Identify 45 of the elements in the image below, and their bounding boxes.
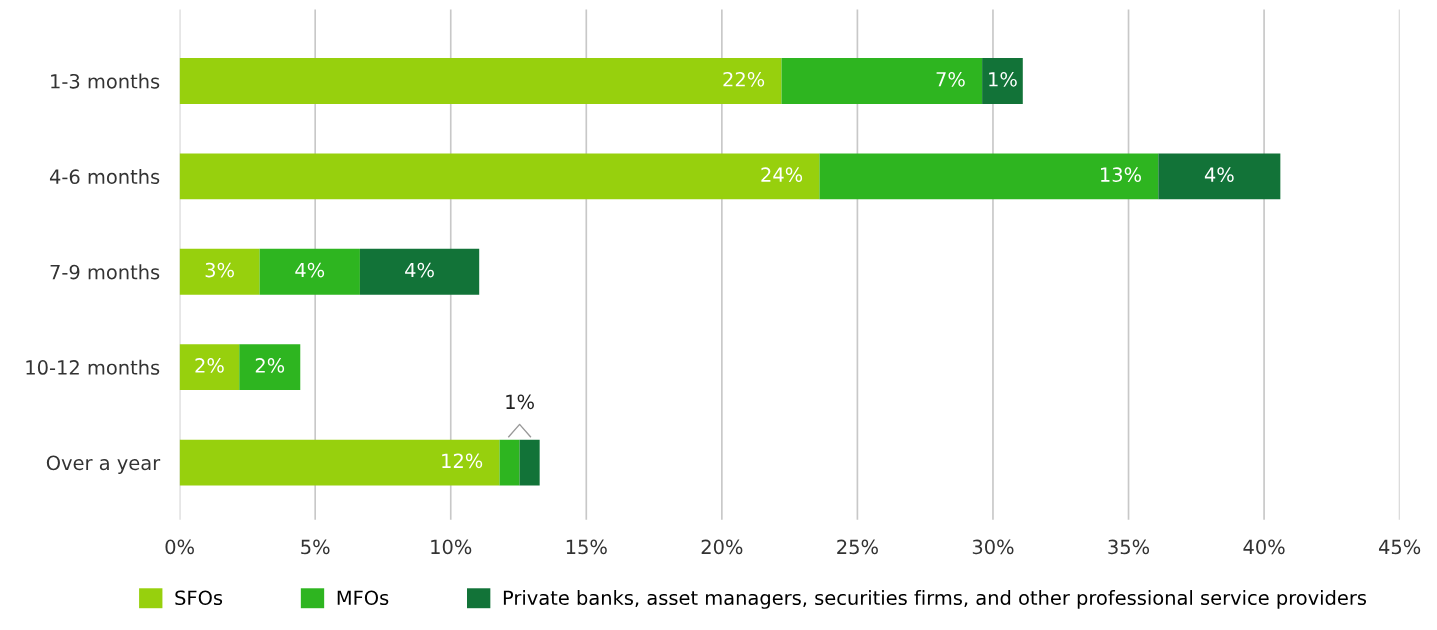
bar [982,58,1023,104]
y-tick-label: 7-9 months [50,264,160,280]
data-label: 4% [405,262,434,278]
data-label: 4% [1204,167,1234,183]
bar [499,439,520,486]
data-label: 13% [1101,167,1142,183]
legend-label: MFOs [337,590,389,606]
x-tick-label: 20% [701,539,743,555]
bar [259,248,360,295]
y-tick-label: 4-6 months [49,168,160,185]
x-tick-label: 25% [837,539,878,555]
bar [179,58,782,104]
data-label: 2% [255,358,285,373]
bar [519,439,540,486]
bar [819,153,1159,200]
legend-label: SFOs [175,590,223,606]
data-label: 24% [761,167,803,183]
bar [781,58,983,104]
legend-label: Private banks, asset managers, securities firms, and other professional service providers [503,590,1367,609]
x-tick-label: 35% [1108,539,1150,555]
x-tick-label: 0% [165,539,194,555]
x-tick-label: 45% [1378,539,1421,555]
x-tick-label: 10% [431,539,472,555]
y-tick-label: Over a year [46,455,161,474]
x-tick-label: 5% [301,539,330,555]
data-label: 12% [442,453,483,469]
x-tick-label: 40% [1243,539,1285,555]
annotation: 1% [506,394,534,410]
bar [239,344,301,391]
x-tick-label: 15% [566,539,607,555]
data-label: 4% [295,262,325,278]
y-tick-label: 1-3 months [51,73,160,89]
data-label: 7% [936,71,965,87]
bar [179,344,240,391]
bar [1158,153,1281,200]
data-label: 3% [205,262,234,278]
x-tick-label: 30% [972,539,1014,555]
y-tick-label: 10-12 months [26,359,160,375]
bar [179,439,500,486]
bar [179,153,820,200]
bar [179,248,260,295]
data-label: 2% [195,358,224,373]
data-label: 22% [723,71,765,87]
bar [359,248,480,295]
data-label: 1% [989,71,1017,87]
